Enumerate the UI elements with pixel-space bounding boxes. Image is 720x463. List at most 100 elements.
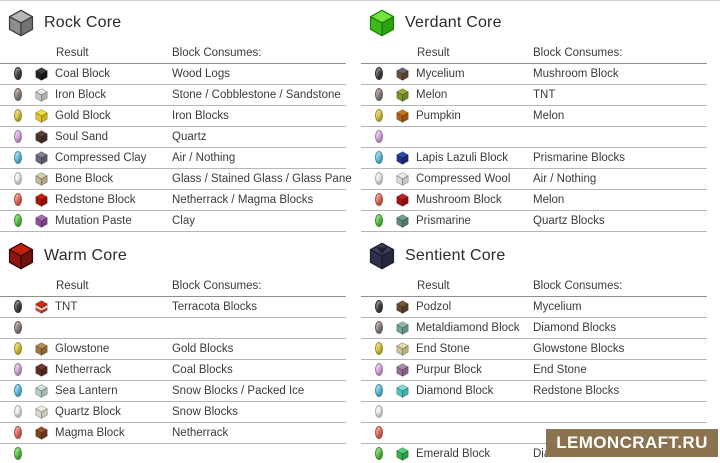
seed-icon (14, 109, 22, 122)
core-panel-warm: Warm Core Result Block Consumes: TNT Ter… (0, 233, 346, 463)
block-icon (396, 321, 410, 336)
result-cell: Redstone Block (55, 194, 136, 206)
seed-icon (14, 88, 22, 101)
sentient-core-icon (369, 242, 395, 270)
block-icon (35, 172, 49, 187)
table-row: Soul Sand Quartz (0, 127, 346, 148)
seed-icon (375, 405, 383, 418)
block-icon (35, 130, 49, 145)
table-body: Mycelium Mushroom Block Melon TNT Pumpki… (361, 64, 707, 232)
consumes-cell: Mycelium (533, 301, 582, 313)
table-row: Redstone Block Netherrack / Magma Blocks (0, 190, 346, 211)
consumes-cell: End Stone (533, 364, 587, 376)
consumes-cell: TNT (533, 89, 556, 101)
block-icon (396, 342, 410, 357)
consumes-column-header: Block Consumes: (533, 280, 623, 292)
table-row (361, 127, 707, 148)
consumes-cell: Iron Blocks (172, 110, 229, 122)
block-icon (396, 447, 410, 462)
table-row (361, 423, 707, 444)
result-column-header: Result (56, 47, 89, 59)
table-row: Iron Block Stone / Cobblestone / Sandsto… (0, 85, 346, 106)
block-icon (396, 193, 410, 208)
block-icon (396, 67, 410, 82)
result-column-header: Result (56, 280, 89, 292)
table-row: Pumpkin Melon (361, 106, 707, 127)
seed-icon (14, 363, 22, 376)
table-row: Diamond Block Redstone Blocks (361, 381, 707, 402)
result-cell: Iron Block (55, 89, 107, 101)
seed-icon (14, 426, 22, 439)
seed-icon (14, 447, 22, 460)
result-cell: Pumpkin (416, 110, 461, 122)
consumes-cell: Netherrack (172, 427, 229, 439)
result-cell: Coal Block (55, 68, 110, 80)
verdant-core-icon (369, 9, 395, 37)
core-header: Verdant Core (361, 0, 707, 40)
table-row: Quartz Block Snow Blocks (0, 402, 346, 423)
result-cell: Bone Block (55, 173, 114, 185)
table-row: Metaldiamond Block Diamond Blocks (361, 318, 707, 339)
core-title: Verdant Core (405, 14, 502, 31)
result-cell: Mycelium (416, 68, 465, 80)
seed-icon (14, 214, 22, 227)
block-icon (35, 342, 49, 357)
seed-icon (375, 214, 383, 227)
consumes-cell: Gold Blocks (172, 343, 234, 355)
consumes-cell: Stone / Cobblestone / Sandstone (172, 89, 341, 101)
table-row: Sea Lantern Snow Blocks / Packed Ice (0, 381, 346, 402)
result-cell: Mushroom Block (416, 194, 502, 206)
consumes-cell: Quartz (172, 131, 207, 143)
block-icon (35, 363, 49, 378)
block-icon (35, 109, 49, 124)
consumes-cell: Glass / Stained Glass / Glass Pane (172, 173, 352, 185)
result-cell: Lapis Lazuli Block (416, 152, 509, 164)
consumes-cell: Melon (533, 110, 565, 122)
block-icon (396, 405, 410, 420)
table-row: Netherrack Coal Blocks (0, 360, 346, 381)
seed-icon (14, 130, 22, 143)
consumes-cell: Quartz Blocks (533, 215, 605, 227)
table-row: Compressed Clay Air / Nothing (0, 148, 346, 169)
result-cell: Gold Block (55, 110, 111, 122)
table-row: Coal Block Wood Logs (0, 64, 346, 85)
core-header: Warm Core (0, 233, 346, 273)
consumes-cell: Mushroom Block (533, 68, 619, 80)
core-panel-rock: Rock Core Result Block Consumes: Coal Bl… (0, 0, 352, 232)
seed-icon (375, 342, 383, 355)
table-row: Mushroom Block Melon (361, 190, 707, 211)
table-body: Podzol Mycelium Metaldiamond Block Diamo… (361, 297, 707, 463)
result-cell: Diamond Block (416, 385, 494, 397)
table-row: Purpur Block End Stone (361, 360, 707, 381)
seed-icon (375, 447, 383, 460)
result-cell: Glowstone (55, 343, 110, 355)
consumes-cell: Terracota Blocks (172, 301, 258, 313)
seed-icon (375, 67, 383, 80)
consumes-cell: Clay (172, 215, 196, 227)
result-cell: TNT (55, 301, 78, 313)
consumes-cell: Redstone Blocks (533, 385, 620, 397)
block-icon (396, 151, 410, 166)
block-icon (35, 447, 49, 462)
block-icon (35, 67, 49, 82)
table-row: Magma Block Netherrack (0, 423, 346, 444)
core-panel-sentient: Sentient Core Result Block Consumes: Pod… (361, 233, 707, 463)
consumes-cell: Air / Nothing (172, 152, 236, 164)
block-icon (396, 109, 410, 124)
block-icon (396, 130, 410, 145)
table-header-row: Result Block Consumes: (361, 273, 707, 297)
core-title: Rock Core (44, 14, 122, 31)
seed-icon (375, 88, 383, 101)
result-column-header: Result (417, 280, 450, 292)
table-row: Compressed Wool Air / Nothing (361, 169, 707, 190)
consumes-cell: Prismarine Blocks (533, 152, 626, 164)
consumes-column-header: Block Consumes: (172, 280, 262, 292)
result-cell: Sea Lantern (55, 385, 118, 397)
table-row: Melon TNT (361, 85, 707, 106)
core-header: Rock Core (0, 0, 346, 40)
result-column-header: Result (417, 47, 450, 59)
table-row: Mycelium Mushroom Block (361, 64, 707, 85)
block-icon (396, 172, 410, 187)
seed-icon (375, 426, 383, 439)
